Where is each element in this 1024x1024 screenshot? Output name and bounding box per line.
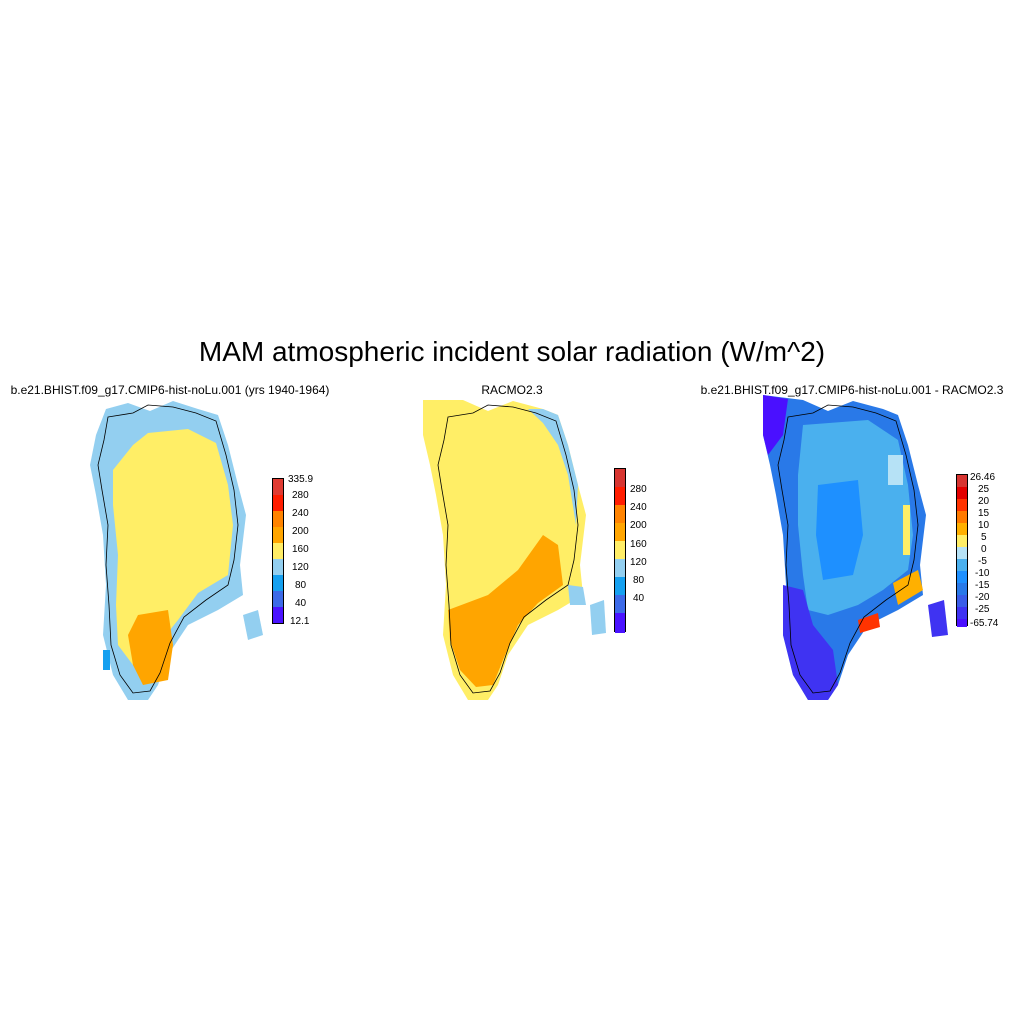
panel-3-colorbar-label: -10 <box>975 568 990 579</box>
panel-2-map <box>418 395 668 707</box>
panel-1-colorbar-label: 200 <box>292 526 309 537</box>
panel-1-colorbar-swatches <box>272 478 284 624</box>
panel-3-colorbar-swatches <box>956 474 968 627</box>
panel-3-colorbar-label: -5 <box>978 556 987 567</box>
panel-1-colorbar-label: 40 <box>295 598 307 609</box>
panel-3-colorbar-label: -20 <box>975 592 990 603</box>
panel-2-colorbar-label: 200 <box>630 520 647 531</box>
greenland-land-field <box>423 400 606 700</box>
greenland-land-field <box>763 395 948 700</box>
panel-2-colorbar-swatches <box>614 468 626 633</box>
panel-3-colorbar-label: -25 <box>975 604 990 615</box>
coastline <box>437 404 579 694</box>
panel-3-colorbar-label: 10 <box>978 520 990 531</box>
panel-1-colorbar-label: 240 <box>292 508 309 519</box>
panel-2-colorbar-label: 120 <box>630 557 647 568</box>
panel-2-title: RACMO2.3 <box>481 383 543 397</box>
panel-1-colorbar-label: 160 <box>292 544 309 555</box>
panel-1-colorbar-label: 335.9 <box>288 474 314 485</box>
panel-2-colorbar-label: 160 <box>630 539 647 550</box>
panel-1-colorbar-label: 12.1 <box>290 616 310 627</box>
panel-1-title: b.e21.BHIST.f09_g17.CMIP6-hist-noLu.001 … <box>10 383 330 397</box>
coastline <box>777 404 919 694</box>
panel-2-colorbar-label: 280 <box>630 484 647 495</box>
panel-3-colorbar-label: 20 <box>978 496 990 507</box>
panel-3-map-svg <box>763 395 948 700</box>
panel-3-colorbar-label: 15 <box>978 508 990 519</box>
panel-2-map-svg <box>423 400 606 700</box>
panel-3-title: b.e21.BHIST.f09_g17.CMIP6-hist-noLu.001 … <box>700 383 1004 397</box>
panel-3-colorbar-label: -65.74 <box>970 618 999 629</box>
panel-1-colorbar-label: 120 <box>292 562 309 573</box>
panel-1-colorbar-label: 80 <box>295 580 307 591</box>
panel-1-map <box>78 395 328 707</box>
panel-2-colorbar-label: 40 <box>633 593 645 604</box>
panel-1-map-svg <box>90 401 263 700</box>
greenland-land-field <box>90 401 263 700</box>
panel-3-colorbar-label: 25 <box>978 484 990 495</box>
panel-1-colorbar-label: 280 <box>292 490 309 501</box>
panel-3-colorbar-label: -15 <box>975 580 990 591</box>
panel-2-colorbar-label: 240 <box>630 502 647 513</box>
panel-3-colorbar-label: 5 <box>981 532 987 543</box>
panel-3-map <box>758 395 1008 707</box>
panel-3-colorbar-label: 26.46 <box>970 472 996 483</box>
coastline <box>97 404 239 694</box>
panel-3-colorbar-label: 0 <box>981 544 987 555</box>
panel-2-colorbar-label: 80 <box>633 575 645 586</box>
figure-title: MAM atmospheric incident solar radiation… <box>198 336 826 367</box>
